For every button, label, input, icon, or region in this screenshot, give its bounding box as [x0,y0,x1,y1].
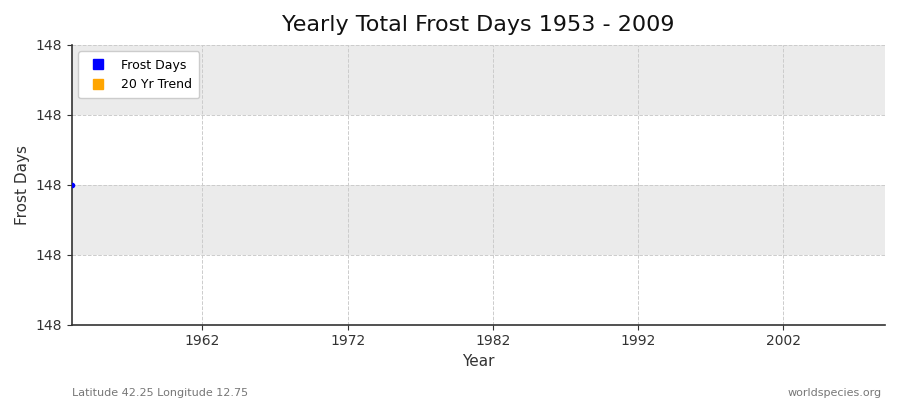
Bar [72,45,885,115]
Bar [72,115,885,185]
Text: Latitude 42.25 Longitude 12.75: Latitude 42.25 Longitude 12.75 [72,388,248,398]
Text: worldspecies.org: worldspecies.org [788,388,882,398]
Legend: Frost Days, 20 Yr Trend: Frost Days, 20 Yr Trend [78,51,199,98]
Bar [72,185,885,255]
X-axis label: Year: Year [462,354,495,369]
Y-axis label: Frost Days: Frost Days [15,145,30,225]
Title: Yearly Total Frost Days 1953 - 2009: Yearly Total Frost Days 1953 - 2009 [282,15,675,35]
Bar [72,255,885,325]
